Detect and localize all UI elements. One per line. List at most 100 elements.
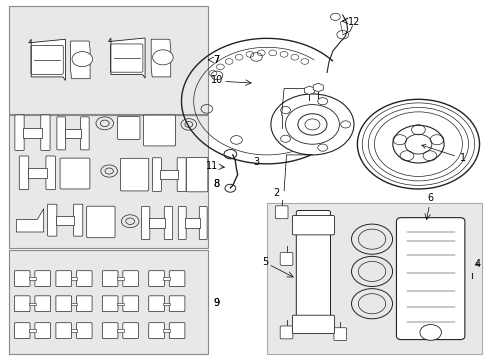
- Circle shape: [209, 71, 217, 76]
- Circle shape: [257, 50, 265, 56]
- FancyBboxPatch shape: [123, 271, 139, 287]
- Bar: [163, 278, 170, 280]
- Circle shape: [225, 59, 233, 64]
- Text: 4: 4: [475, 259, 481, 269]
- FancyBboxPatch shape: [48, 204, 57, 236]
- FancyBboxPatch shape: [149, 296, 164, 312]
- FancyBboxPatch shape: [14, 296, 30, 312]
- Circle shape: [235, 54, 243, 60]
- FancyBboxPatch shape: [169, 323, 185, 338]
- Circle shape: [246, 51, 254, 57]
- Text: 6: 6: [428, 193, 434, 203]
- FancyBboxPatch shape: [57, 117, 66, 150]
- Bar: [117, 302, 124, 305]
- FancyBboxPatch shape: [280, 326, 293, 339]
- FancyBboxPatch shape: [76, 271, 92, 287]
- Bar: [65, 129, 81, 138]
- FancyBboxPatch shape: [334, 328, 346, 341]
- Polygon shape: [29, 39, 66, 81]
- FancyBboxPatch shape: [80, 117, 89, 150]
- FancyBboxPatch shape: [56, 271, 72, 287]
- FancyBboxPatch shape: [19, 156, 29, 190]
- FancyBboxPatch shape: [123, 323, 139, 338]
- Bar: [71, 278, 77, 280]
- FancyBboxPatch shape: [149, 271, 164, 287]
- Circle shape: [301, 59, 309, 64]
- Text: 1: 1: [422, 145, 466, 163]
- FancyBboxPatch shape: [199, 207, 207, 239]
- FancyBboxPatch shape: [56, 323, 72, 338]
- Circle shape: [153, 50, 173, 65]
- FancyBboxPatch shape: [123, 296, 139, 312]
- Bar: [56, 216, 74, 225]
- Bar: [117, 278, 124, 280]
- Bar: [160, 170, 178, 180]
- FancyBboxPatch shape: [15, 115, 24, 150]
- Bar: [29, 302, 36, 305]
- FancyBboxPatch shape: [293, 216, 334, 235]
- Polygon shape: [71, 41, 90, 79]
- Bar: [29, 278, 36, 280]
- Bar: [267, 203, 482, 354]
- FancyBboxPatch shape: [14, 271, 30, 287]
- FancyBboxPatch shape: [35, 296, 50, 312]
- Polygon shape: [16, 209, 44, 232]
- Text: 5: 5: [262, 257, 269, 267]
- FancyBboxPatch shape: [102, 271, 118, 287]
- Bar: [163, 302, 170, 305]
- FancyBboxPatch shape: [118, 117, 140, 139]
- Text: 2: 2: [273, 188, 279, 198]
- FancyBboxPatch shape: [149, 323, 164, 338]
- FancyBboxPatch shape: [102, 323, 118, 338]
- FancyBboxPatch shape: [76, 323, 92, 338]
- Text: 9: 9: [213, 298, 220, 308]
- FancyBboxPatch shape: [169, 271, 185, 287]
- FancyBboxPatch shape: [396, 218, 465, 339]
- FancyBboxPatch shape: [296, 211, 331, 332]
- Text: 7: 7: [213, 55, 220, 65]
- FancyBboxPatch shape: [60, 158, 90, 189]
- FancyBboxPatch shape: [275, 206, 288, 219]
- FancyBboxPatch shape: [102, 296, 118, 312]
- Circle shape: [72, 51, 93, 67]
- Text: 12: 12: [347, 17, 360, 27]
- FancyBboxPatch shape: [76, 296, 92, 312]
- Text: 3: 3: [253, 157, 260, 167]
- FancyBboxPatch shape: [164, 207, 172, 239]
- Circle shape: [217, 64, 224, 70]
- Bar: [9, 6, 208, 114]
- Bar: [185, 218, 200, 228]
- Circle shape: [291, 54, 299, 60]
- FancyBboxPatch shape: [280, 252, 293, 265]
- FancyBboxPatch shape: [142, 207, 150, 239]
- FancyBboxPatch shape: [14, 323, 30, 338]
- FancyBboxPatch shape: [169, 296, 185, 312]
- Bar: [149, 218, 165, 228]
- Text: 7: 7: [213, 55, 220, 65]
- Polygon shape: [151, 39, 171, 77]
- Bar: [117, 329, 124, 332]
- FancyBboxPatch shape: [74, 204, 83, 236]
- Bar: [163, 329, 170, 332]
- Circle shape: [280, 51, 288, 57]
- Text: 8: 8: [213, 179, 220, 189]
- FancyBboxPatch shape: [186, 157, 208, 192]
- Bar: [23, 127, 42, 138]
- Bar: [28, 168, 47, 178]
- Text: 9: 9: [213, 298, 220, 308]
- FancyBboxPatch shape: [152, 158, 161, 192]
- Circle shape: [420, 324, 441, 340]
- Bar: [71, 302, 77, 305]
- Circle shape: [269, 50, 277, 56]
- FancyBboxPatch shape: [177, 158, 186, 192]
- FancyBboxPatch shape: [121, 158, 149, 191]
- FancyBboxPatch shape: [46, 156, 55, 190]
- FancyBboxPatch shape: [41, 115, 50, 150]
- FancyBboxPatch shape: [56, 296, 72, 312]
- FancyBboxPatch shape: [293, 315, 334, 333]
- FancyBboxPatch shape: [87, 206, 115, 238]
- Text: 10: 10: [211, 75, 223, 85]
- FancyBboxPatch shape: [178, 207, 186, 239]
- Bar: [71, 329, 77, 332]
- FancyBboxPatch shape: [144, 115, 175, 146]
